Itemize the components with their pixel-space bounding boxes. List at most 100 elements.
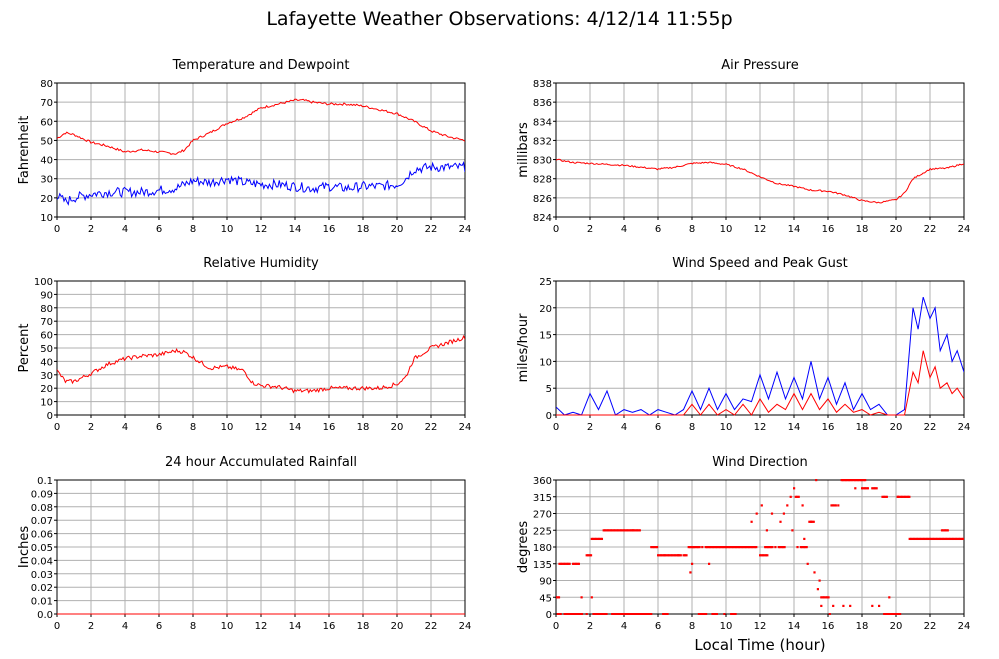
- data-point: [628, 529, 631, 532]
- data-point: [683, 554, 687, 557]
- data-point: [920, 537, 923, 541]
- y-tick-label: 0.1: [37, 476, 53, 487]
- data-point: [574, 562, 578, 565]
- y-tick-label: 0.09: [31, 489, 53, 500]
- data-point: [946, 537, 949, 541]
- data-point: [605, 613, 608, 615]
- x-tick-label: 14: [788, 224, 801, 235]
- data-point: [894, 613, 897, 615]
- data-point: [837, 504, 840, 507]
- data-point: [830, 504, 833, 507]
- data-point: [612, 613, 615, 615]
- y-tick-label: 80: [40, 304, 53, 315]
- data-point: [637, 613, 640, 615]
- data-point: [634, 613, 637, 615]
- data-point: [912, 537, 916, 541]
- data-point: [694, 546, 697, 549]
- data-point: [779, 520, 782, 523]
- x-tick-label: 20: [391, 621, 404, 632]
- data-point: [668, 554, 671, 557]
- y-axis-label: miles/hour: [516, 313, 531, 382]
- data-point: [833, 504, 836, 507]
- data-point: [644, 613, 647, 615]
- x-tick-label: 16: [323, 422, 336, 433]
- data-point: [573, 562, 576, 565]
- data-point: [842, 604, 845, 608]
- data-point: [887, 613, 890, 615]
- data-point: [789, 495, 792, 498]
- data-point: [569, 613, 572, 615]
- x-tick-label: 16: [323, 224, 336, 235]
- data-point: [884, 495, 887, 498]
- chart-title: Relative Humidity: [203, 256, 319, 271]
- data-point: [902, 495, 905, 498]
- data-point: [558, 613, 561, 615]
- x-tick-label: 8: [190, 422, 196, 433]
- data-point: [944, 537, 947, 541]
- data-point: [612, 529, 615, 532]
- data-point: [673, 554, 677, 557]
- data-point: [704, 546, 707, 549]
- data-point: [703, 613, 706, 615]
- x-tick-label: 12: [754, 422, 767, 433]
- data-point: [850, 479, 853, 482]
- y-tick-label: 315: [533, 493, 552, 504]
- data-point: [811, 520, 814, 523]
- chart-title: 24 hour Accumulated Rainfall: [165, 455, 357, 470]
- data-point: [786, 504, 789, 507]
- data-point: [797, 495, 800, 498]
- data-point: [793, 487, 796, 490]
- data-point: [663, 554, 666, 557]
- data-point: [564, 613, 568, 615]
- data-point: [768, 546, 771, 549]
- data-point: [721, 546, 725, 549]
- data-point: [675, 554, 678, 557]
- data-point: [946, 529, 949, 532]
- data-point: [824, 596, 827, 599]
- data-point: [874, 487, 877, 490]
- data-point: [590, 596, 593, 599]
- data-point: [579, 613, 582, 615]
- data-point: [587, 554, 590, 557]
- data-point: [702, 613, 705, 615]
- x-tick-label: 12: [754, 224, 767, 235]
- data-point: [635, 613, 638, 615]
- x-axis-label: Local Time (hour): [694, 636, 825, 654]
- data-point: [766, 546, 770, 549]
- data-point: [794, 495, 797, 498]
- data-point: [597, 537, 601, 541]
- data-point: [828, 613, 831, 615]
- data-point: [730, 613, 733, 615]
- x-tick-label: 0: [54, 422, 60, 433]
- data-point: [865, 487, 868, 490]
- data-point: [640, 613, 643, 615]
- data-point: [951, 537, 955, 541]
- y-tick-label: 0.05: [31, 543, 53, 554]
- data-point: [715, 613, 718, 615]
- data-point: [641, 613, 644, 615]
- data-point: [957, 537, 960, 541]
- x-tick-label: 0: [553, 422, 559, 433]
- data-point: [931, 537, 934, 541]
- y-tick-label: 100: [34, 277, 53, 288]
- data-point: [742, 546, 745, 549]
- data-point: [622, 529, 626, 532]
- data-point: [576, 613, 579, 615]
- x-tick-label: 16: [822, 224, 835, 235]
- data-point: [714, 613, 717, 615]
- data-point: [577, 562, 580, 565]
- data-point: [804, 546, 807, 549]
- data-point: [801, 546, 804, 549]
- data-point: [687, 546, 690, 549]
- data-point: [710, 546, 713, 549]
- x-tick-label: 18: [357, 621, 370, 632]
- data-point: [956, 537, 959, 541]
- x-tick-label: 10: [221, 422, 234, 433]
- data-point: [628, 613, 631, 615]
- y-tick-label: 0.04: [31, 556, 53, 567]
- data-point: [760, 504, 763, 507]
- x-tick-label: 8: [689, 422, 695, 433]
- data-point: [662, 613, 665, 615]
- data-point: [810, 520, 813, 523]
- x-tick-label: 8: [689, 224, 695, 235]
